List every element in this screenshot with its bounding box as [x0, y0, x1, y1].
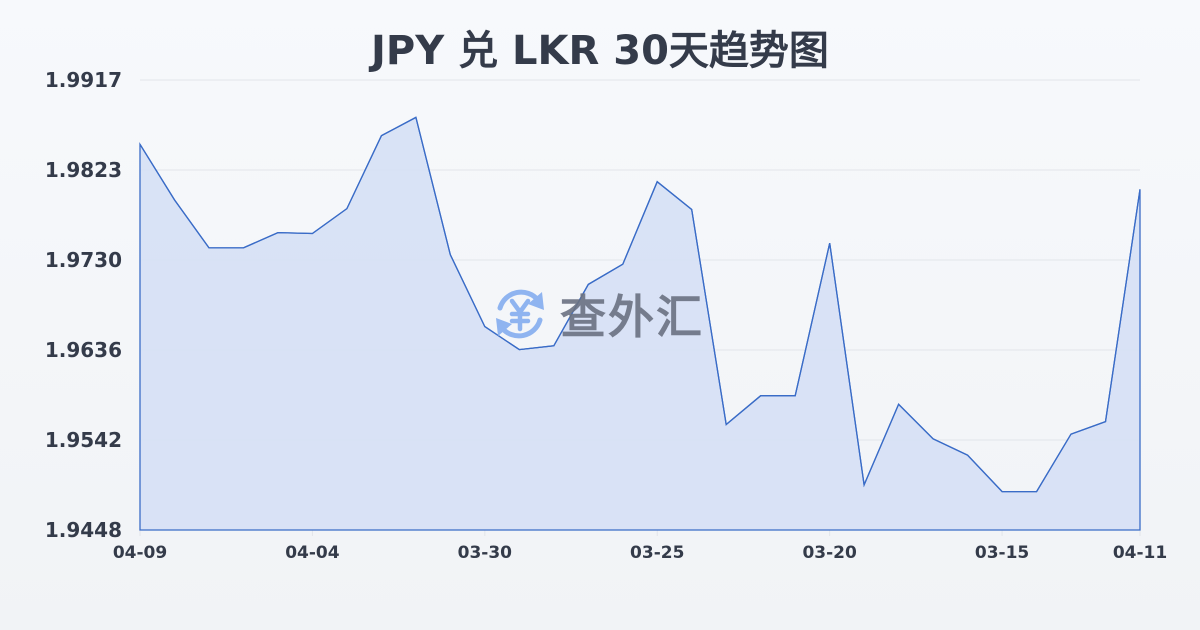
y-tick-label: 1.9823 — [45, 158, 122, 182]
area-fill — [139, 116, 1141, 531]
x-tick-label: 04-09 — [113, 543, 167, 563]
y-tick-label: 1.9448 — [45, 518, 122, 542]
x-tick-label: 04-11 — [1113, 543, 1167, 563]
y-tick-label: 1.9636 — [45, 338, 122, 362]
x-tick-label: 03-15 — [975, 543, 1029, 563]
x-tick-label: 03-30 — [458, 543, 513, 563]
chart-title: JPY 兑 LKR 30天趋势图 — [371, 28, 829, 74]
x-tick-label: 03-20 — [802, 543, 857, 563]
y-tick-label: 1.9542 — [45, 428, 122, 452]
y-tick-label: 1.9730 — [45, 248, 122, 272]
x-tick-label: 03-25 — [630, 543, 684, 563]
x-tick-label: 04-04 — [285, 543, 340, 563]
y-axis: 1.9917 1.9823 1.9730 1.9636 1.9542 1.9448 — [45, 68, 122, 542]
series-line — [139, 116, 1141, 493]
x-axis: 04-09 04-04 03-30 03-25 03-20 03-15 04-11 — [113, 530, 1167, 563]
y-tick-label: 1.9917 — [45, 68, 122, 92]
